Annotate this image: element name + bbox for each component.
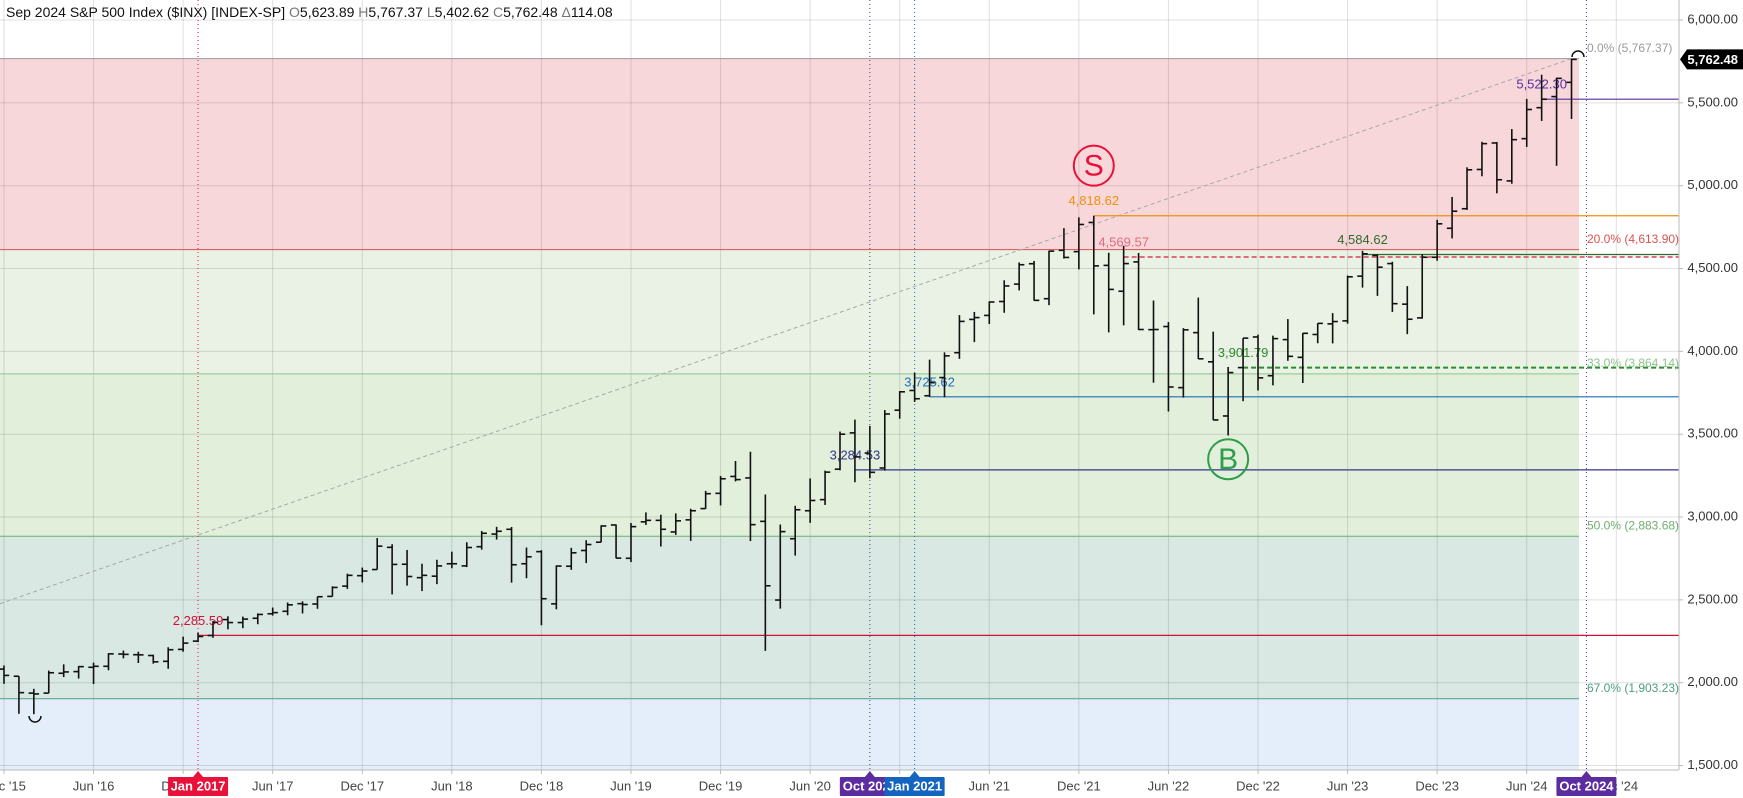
chart-header: Sep 2024 S&P 500 Index ($INX) [INDEX-SP]…: [6, 4, 613, 20]
marker-pointer: [909, 771, 920, 777]
header-key: C: [493, 4, 503, 20]
y-tick-label: 2,000.00: [1687, 674, 1738, 689]
marker-box: [168, 777, 229, 796]
y-tick-label: 4,000.00: [1687, 343, 1738, 358]
signal-circle: [1207, 438, 1250, 481]
header-value: 5,762.48: [503, 4, 558, 20]
x-tick-label: Jun '21: [969, 778, 1011, 793]
header-value: 5,623.89: [300, 4, 355, 20]
fib-label: 67.0% (1,903.23): [1587, 681, 1679, 695]
fib-zone: [0, 536, 1579, 699]
header-key: O: [289, 4, 300, 20]
swing-low-marker: [28, 715, 42, 723]
fib-label: 20.0% (4,613.90): [1587, 232, 1679, 246]
header-key: Δ: [562, 4, 571, 20]
y-tick-label: 2,500.00: [1687, 591, 1738, 606]
x-tick-label: Jun '24: [1506, 778, 1548, 793]
marker-pointer: [193, 771, 204, 777]
y-tick-label: 3,000.00: [1687, 508, 1738, 523]
marker-box: [884, 777, 945, 796]
x-tick-label: Jun '17: [252, 778, 294, 793]
marker-label: Jan 2017: [171, 778, 226, 793]
swing-high-marker: [1571, 50, 1585, 58]
marker-pointer: [864, 771, 875, 777]
y-tick-label: 3,500.00: [1687, 426, 1738, 441]
x-tick-label: Jun '23: [1327, 778, 1369, 793]
x-tick-label: Jun '19: [610, 778, 652, 793]
signal-circle: [1072, 144, 1115, 187]
x-tick-label: Jun '18: [431, 778, 473, 793]
header-title: Sep 2024 S&P 500 Index ($INX) [INDEX-SP]: [6, 4, 285, 20]
level-label: 4,569.57: [1098, 234, 1149, 249]
fib-label: 50.0% (2,883.68): [1587, 518, 1679, 532]
x-tick-label: Dec '23: [1415, 778, 1459, 793]
header-key: L: [427, 4, 435, 20]
marker-label: Oct 2020: [843, 778, 897, 793]
level-label: 4,584.62: [1337, 232, 1388, 247]
x-tick-label: Dec '22: [1236, 778, 1280, 793]
last-price-badge: [1680, 49, 1743, 70]
marker-label: Jan 2021: [887, 778, 942, 793]
fib-label: 0.0% (5,767.37): [1587, 41, 1672, 55]
y-tick-label: 5,500.00: [1687, 94, 1738, 109]
y-tick-label: 4,500.00: [1687, 260, 1738, 275]
x-tick-label: Jun '20: [789, 778, 831, 793]
y-tick-label: 6,000.00: [1687, 11, 1738, 26]
y-tick-label: 5,000.00: [1687, 177, 1738, 192]
marker-pointer: [1581, 771, 1592, 777]
x-tick-label: Jun '16: [73, 778, 115, 793]
level-label: 2,285.59: [173, 613, 224, 628]
level-label: 4,818.62: [1068, 193, 1119, 208]
plot-area: 2,285.593,284.533,725.623,901.794,569.57…: [0, 0, 1679, 770]
trend-line: [0, 58, 1572, 605]
header-key: H: [358, 4, 368, 20]
x-tick-label: Dec '17: [340, 778, 384, 793]
x-tick-label: Jun '22: [1148, 778, 1190, 793]
x-tick-label: Dec '15: [0, 778, 26, 793]
marker-label: Oct 2024: [1559, 778, 1614, 793]
header-value: 114.08: [571, 4, 613, 20]
x-tick-label: Dec '21: [1057, 778, 1101, 793]
signal-label: B: [1218, 443, 1238, 476]
signal-label: S: [1084, 150, 1104, 183]
x-tick-label: Dec '19: [699, 778, 743, 793]
x-tick-label: Dec '18: [520, 778, 564, 793]
header-value: 5,402.62: [435, 4, 490, 20]
marker-box: [1556, 777, 1617, 796]
fib-zone: [0, 58, 1579, 250]
fib-label: 33.0% (3,864.14): [1587, 356, 1679, 370]
y-tick-label: 1,500.00: [1687, 757, 1738, 772]
fib-zone: [0, 698, 1579, 770]
last-price-label: 5,762.48: [1687, 52, 1738, 67]
fib-zone: [0, 373, 1579, 537]
fib-zone: [0, 249, 1579, 374]
header-value: 5,767.37: [368, 4, 423, 20]
